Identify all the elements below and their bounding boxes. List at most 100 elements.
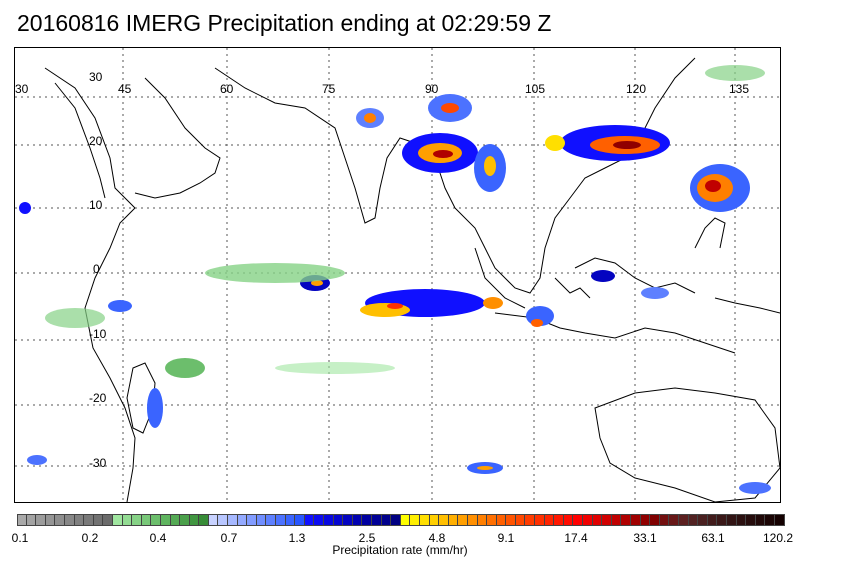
precipitation-cells	[19, 65, 771, 494]
lon-label: 135	[729, 82, 750, 96]
colorbar	[17, 514, 785, 526]
lon-label: 30	[15, 82, 29, 96]
colorbar-swatch	[208, 514, 219, 526]
colorbar-swatch	[419, 514, 430, 526]
coastlines	[44, 57, 780, 502]
colorbar-swatch	[247, 514, 257, 526]
colorbar-swatch	[611, 514, 622, 526]
colorbar-swatch	[103, 514, 113, 526]
colorbar-swatch	[343, 514, 353, 526]
colorbar-swatch	[132, 514, 142, 526]
colorbar-swatch	[640, 514, 651, 526]
colorbar-swatch	[266, 514, 277, 526]
colorbar-swatch	[621, 514, 631, 526]
colorbar-tick: 1.3	[288, 531, 306, 545]
colorbar-swatch	[678, 514, 689, 526]
colorbar-tick: 17.4	[564, 531, 588, 545]
colorbar-swatch	[93, 514, 104, 526]
colorbar-swatch	[669, 514, 679, 526]
colorbar-swatch	[352, 514, 363, 526]
colorbar-swatch	[477, 514, 488, 526]
colorbar-swatch	[55, 514, 65, 526]
lat-label: 10	[89, 198, 103, 212]
colorbar-tick: 9.1	[497, 531, 515, 545]
colorbar-swatch	[583, 514, 593, 526]
colorbar-tick: 33.1	[633, 531, 657, 545]
colorbar-swatch	[362, 514, 372, 526]
map-canvas	[15, 48, 780, 502]
colorbar-swatch	[122, 514, 133, 526]
colorbar-swatch	[506, 514, 516, 526]
colorbar-swatch	[228, 514, 238, 526]
lat-label: 0	[93, 262, 100, 276]
colorbar-swatch	[698, 514, 708, 526]
lat-label: -10	[89, 327, 107, 341]
colorbar-swatch	[544, 514, 555, 526]
colorbar-swatch	[381, 514, 392, 526]
colorbar-swatch	[602, 514, 612, 526]
colorbar-swatch	[45, 514, 56, 526]
colorbar-swatch	[304, 514, 315, 526]
colorbar-swatch	[563, 514, 574, 526]
precipitation-map: 30 20 10 0 -10 -20 -30 30 45 60 75 90 10…	[14, 47, 781, 503]
colorbar-swatch	[554, 514, 564, 526]
colorbar-swatch	[726, 514, 737, 526]
colorbar-swatch	[448, 514, 459, 526]
colorbar-swatch	[410, 514, 420, 526]
colorbar-tick: 0.7	[220, 531, 238, 545]
colorbar-swatch	[199, 514, 209, 526]
lon-label: 45	[118, 82, 132, 96]
colorbar-swatch	[64, 514, 75, 526]
colorbar-tick: 2.5	[358, 531, 376, 545]
colorbar-swatch	[324, 514, 334, 526]
colorbar-swatch	[170, 514, 181, 526]
colorbar-swatch	[659, 514, 670, 526]
colorbar-swatch	[746, 514, 756, 526]
colorbar-swatch	[774, 514, 785, 526]
colorbar-swatch	[151, 514, 161, 526]
lat-label: 30	[89, 70, 103, 84]
colorbar-swatch	[276, 514, 286, 526]
colorbar-tick: 0.2	[81, 531, 99, 545]
colorbar-swatch	[467, 514, 478, 526]
colorbar-swatch	[112, 514, 123, 526]
colorbar-tick: 63.1	[701, 531, 725, 545]
colorbar-swatch	[189, 514, 200, 526]
colorbar-tick: 4.8	[428, 531, 446, 545]
colorbar-swatch	[295, 514, 305, 526]
colorbar-swatch	[525, 514, 536, 526]
colorbar-swatch	[26, 514, 37, 526]
colorbar-swatch	[74, 514, 85, 526]
colorbar-swatch	[573, 514, 584, 526]
colorbar-swatch	[17, 514, 27, 526]
colorbar-swatch	[592, 514, 603, 526]
colorbar-swatch	[487, 514, 497, 526]
lon-label: 105	[525, 82, 546, 96]
colorbar-swatch	[429, 514, 440, 526]
lat-label: -30	[89, 456, 107, 470]
colorbar-swatch	[36, 514, 46, 526]
colorbar-swatch	[707, 514, 718, 526]
lat-label: 20	[89, 134, 103, 148]
lon-label: 60	[220, 82, 234, 96]
colorbar-tick: 0.1	[11, 531, 29, 545]
colorbar-swatch	[218, 514, 229, 526]
colorbar-swatch	[371, 514, 382, 526]
lon-label: 90	[425, 82, 439, 96]
colorbar-swatch	[160, 514, 171, 526]
colorbar-swatch	[535, 514, 545, 526]
colorbar-swatch	[285, 514, 296, 526]
lon-label: 120	[626, 82, 647, 96]
colorbar-swatch	[439, 514, 449, 526]
colorbar-swatch	[237, 514, 248, 526]
colorbar-tick: 0.4	[149, 531, 167, 545]
colorbar-swatch	[650, 514, 660, 526]
lat-label: -20	[89, 391, 107, 405]
colorbar-swatch	[256, 514, 267, 526]
colorbar-swatch	[180, 514, 190, 526]
colorbar-swatch	[631, 514, 641, 526]
colorbar-swatch	[141, 514, 152, 526]
colorbar-swatch	[515, 514, 526, 526]
colorbar-swatch	[458, 514, 468, 526]
lon-label: 75	[322, 82, 336, 96]
